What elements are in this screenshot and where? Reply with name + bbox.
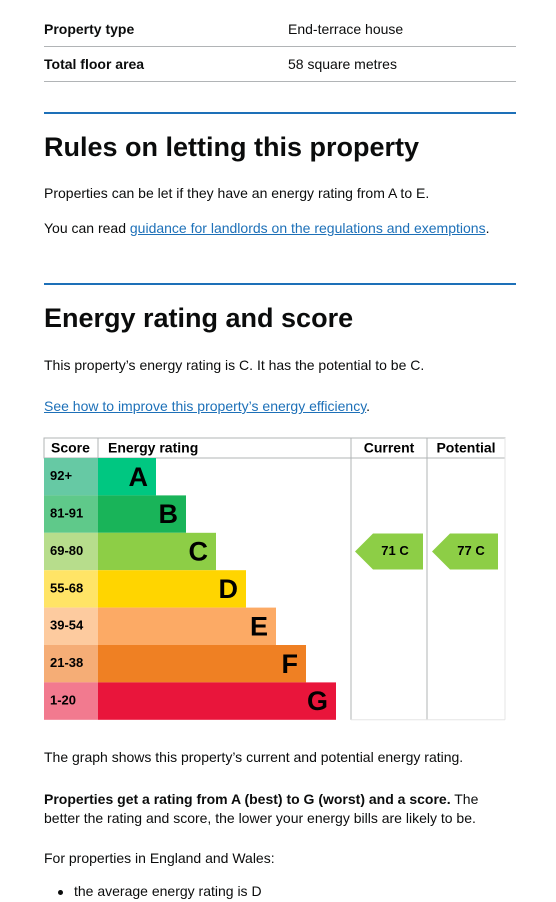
rating-arrow — [355, 533, 423, 570]
bullet-dot — [58, 889, 63, 895]
header-label: Energy rating — [108, 440, 198, 456]
text: You can read — [44, 220, 130, 236]
score-cell — [44, 495, 98, 533]
text: The better the rating and score, the low… — [44, 791, 479, 826]
section-border — [44, 112, 516, 114]
link[interactable]: See how to improve this property’s energ… — [44, 398, 367, 414]
header-label: Potential — [436, 440, 495, 456]
score-label: 1-20 — [50, 693, 76, 708]
label: Property type — [44, 21, 135, 37]
link[interactable]: guidance for landlords on the regulation… — [129, 220, 486, 236]
heading: Energy rating and score — [44, 303, 354, 333]
rating-band — [98, 532, 216, 571]
rating-band — [98, 570, 246, 608]
paragraph: See how to improve this property’s energ… — [44, 398, 370, 414]
paragraph: Properties can be let if they have an en… — [44, 185, 430, 201]
divider — [44, 81, 516, 82]
rating-band — [98, 458, 156, 496]
rating-band — [98, 607, 276, 645]
score-label: 21-38 — [50, 655, 83, 670]
text: . — [485, 220, 490, 236]
score-cell — [44, 607, 98, 645]
band-letter: E — [250, 611, 268, 641]
section-border — [44, 283, 516, 285]
score-cell — [44, 682, 98, 720]
score-cell — [44, 645, 98, 683]
score-label: 55-68 — [50, 580, 83, 595]
band-letter: C — [189, 537, 209, 567]
header-label: Score — [51, 440, 90, 456]
paragraph: You can read guidance for landlords on t… — [44, 220, 489, 236]
energy-chart: Score Energy rating Current Potential 92+ A 81… — [43, 437, 506, 721]
bullet: the average energy rating is D — [58, 883, 262, 899]
band-letter: G — [307, 686, 328, 716]
score-cell — [44, 532, 98, 571]
band-letter: D — [219, 574, 239, 604]
score-cell — [44, 458, 98, 496]
rating-arrow — [432, 533, 498, 570]
paragraph: For properties in England and Wales: — [44, 850, 275, 866]
label: Total floor area — [44, 56, 145, 72]
rating-label: 77 C — [457, 543, 485, 558]
paragraph: Properties get a rating from A (best) to… — [44, 790, 516, 828]
rating-band — [98, 495, 186, 533]
paragraph: The graph shows this property’s current … — [44, 749, 464, 765]
score-label: 81-91 — [50, 506, 83, 521]
score-label: 39-54 — [50, 618, 84, 633]
band-letter: F — [282, 649, 299, 679]
score-label: 92+ — [50, 468, 72, 483]
text: Properties get a rating from A (best) to… — [44, 791, 451, 807]
rating-band — [98, 682, 336, 720]
band-letter: B — [159, 499, 179, 529]
value: 58 square metres — [288, 56, 397, 72]
paragraph: This property’s energy rating is C. It h… — [44, 357, 425, 373]
score-cell — [44, 570, 98, 608]
band-letter: A — [129, 462, 149, 492]
rating-label: 71 C — [381, 543, 409, 558]
text: the average energy rating is D — [74, 883, 262, 899]
score-label: 69-80 — [50, 543, 83, 558]
value: End-terrace house — [288, 21, 404, 37]
divider — [44, 46, 516, 47]
rating-band — [98, 645, 306, 683]
heading: Rules on letting this property — [44, 132, 420, 162]
header-label: Current — [364, 440, 415, 456]
text: . — [366, 398, 371, 414]
